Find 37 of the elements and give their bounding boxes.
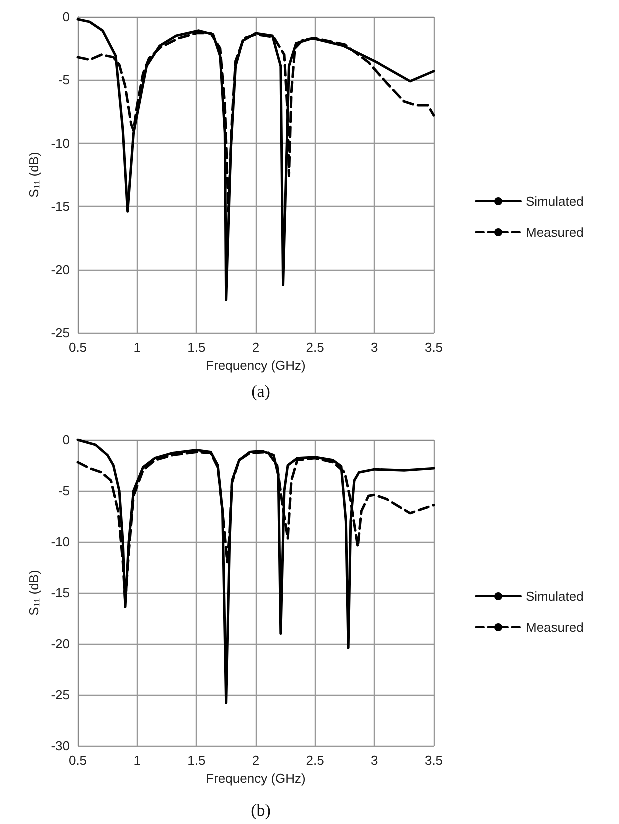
x-tick-label: 3	[371, 340, 378, 355]
legend-label: Measured	[526, 620, 584, 635]
x-tick-label: 3	[371, 753, 378, 768]
y-tick-label: -10	[51, 136, 70, 151]
legend-label: Simulated	[526, 194, 584, 209]
text: (a)	[252, 382, 270, 401]
x-tick-label: 0.5	[68, 340, 88, 355]
y-tick-label: -20	[51, 262, 70, 278]
legend-label: Simulated	[526, 589, 584, 604]
x-tick-label: 1.5	[188, 753, 206, 768]
x-axis-title: Frequency (GHz)	[206, 358, 306, 373]
y-tick-label: -15	[51, 586, 70, 600]
x-tick-label: 3.5	[424, 340, 444, 355]
text: (b)	[251, 801, 271, 820]
y-tick-label: -25	[51, 688, 70, 702]
y-tick-label: -30	[51, 738, 70, 754]
x-tick-label: 2.5	[306, 753, 324, 768]
x-axis-title: Frequency (GHz)	[206, 771, 306, 786]
x-tick-label: 2.5	[306, 340, 324, 355]
y-tick-label: 0	[62, 432, 70, 448]
x-tick-label: 0.5	[68, 753, 88, 768]
y-axis-title: S₁₁ (dB)	[26, 152, 42, 198]
y-tick-label: -5	[58, 72, 70, 88]
x-tick-label: 1.5	[188, 340, 206, 355]
y-tick-label: -15	[51, 199, 70, 214]
x-tick-label: 1	[134, 753, 141, 768]
y-tick-label: -10	[51, 534, 70, 550]
y-tick-label: -5	[58, 484, 70, 498]
x-tick-label: 1	[134, 340, 141, 355]
y-tick-label: -20	[51, 636, 70, 652]
x-tick-label: 2	[252, 340, 260, 355]
y-axis-title: S₁₁ (dB)	[26, 570, 42, 616]
y-tick-label: -25	[51, 326, 70, 340]
x-tick-label: 3.5	[424, 753, 444, 768]
y-tick-label: 0	[62, 10, 70, 24]
x-tick-label: 2	[252, 753, 260, 768]
legend-label: Measured	[526, 225, 584, 240]
